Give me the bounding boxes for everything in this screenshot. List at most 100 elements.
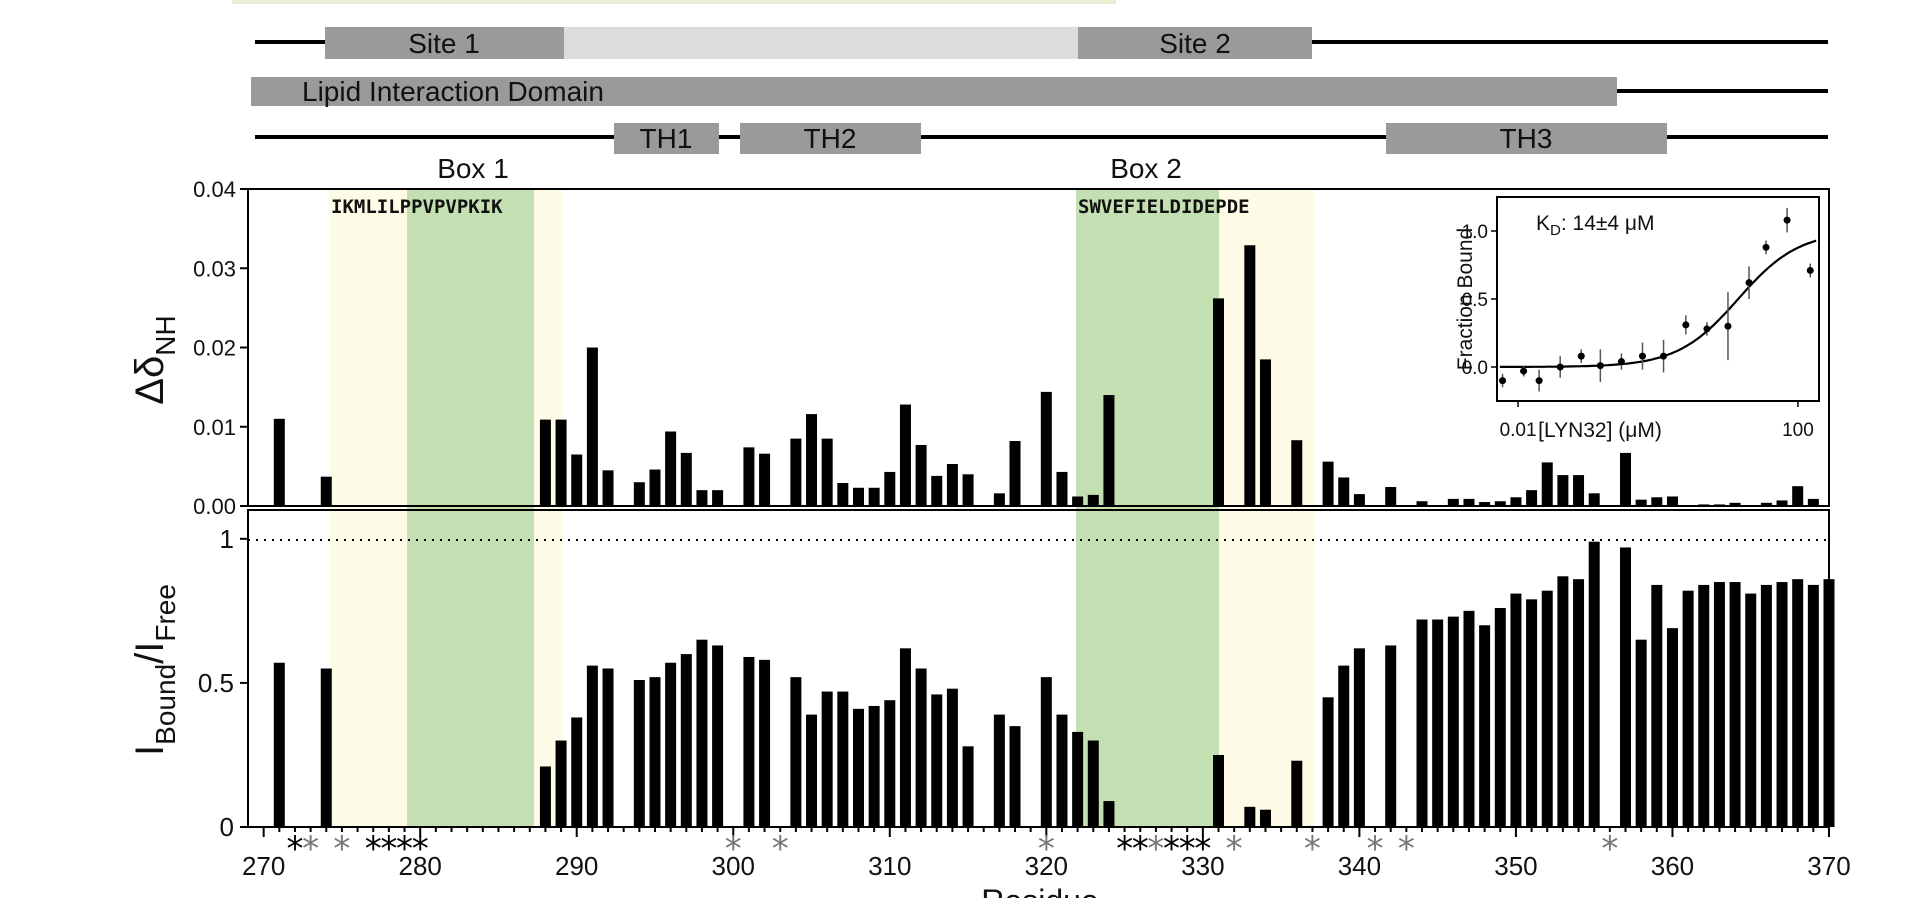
chemical-shift-bar <box>1651 497 1663 506</box>
chemical-shift-bar <box>1447 498 1459 506</box>
binding-inset: 0.0 0.5 1.0 0.01 100 KD: 14±4 μM [LYN32] (μM… <box>1454 196 1820 442</box>
intensity-ratio-bar <box>1526 599 1538 827</box>
intensity-ratio-bar <box>602 668 614 827</box>
inset-data-point <box>1535 377 1543 385</box>
asterisk-gray: * <box>1038 829 1055 869</box>
intensity-ratio-bar <box>1291 760 1303 827</box>
site-1-domain <box>325 27 564 59</box>
bottom-panel-frame <box>247 509 1830 828</box>
inset-x-label: [LYN32] (μM) <box>1538 419 1662 442</box>
inset-y-tick-label: 0.0 <box>1462 358 1488 379</box>
chemical-shift-bar <box>680 452 692 506</box>
intensity-ratio-bar <box>571 717 583 827</box>
intensity-ratio-bar <box>1760 584 1772 827</box>
intensity-ratio-bar <box>790 677 802 827</box>
chemical-shift-bar <box>1541 462 1553 506</box>
intensity-ratio-bar <box>1588 541 1600 827</box>
th1-domain <box>614 123 719 154</box>
asterisk-gray: * <box>1226 829 1243 869</box>
bottom-y-label-main: I <box>128 745 172 756</box>
chemical-shift-bar <box>1666 496 1678 506</box>
inset-x-tick-label: 100 <box>1782 420 1814 441</box>
chemical-shift-bar <box>712 490 724 506</box>
intensity-ratio-bar <box>1213 754 1225 827</box>
intensity-ratio-bar <box>633 680 645 827</box>
top-y-axis: 0.00 0.01 0.02 0.03 0.04 <box>193 177 248 519</box>
chemical-shift-bar <box>931 475 943 506</box>
x-tick-label: 310 <box>868 851 911 881</box>
x-tick-label: 350 <box>1494 851 1537 881</box>
th2-label: TH2 <box>804 123 857 154</box>
chemical-shift-bar <box>1385 486 1397 506</box>
x-axis: 270 280 290 300 310 320 330 340 350 360 370 <box>242 827 1851 881</box>
intensity-ratio-bar <box>1745 593 1757 827</box>
intensity-ratio-bar <box>1713 582 1725 827</box>
box-1-label: Box 1 <box>437 153 509 184</box>
box-1-sequence: IKMLILPPVPVPKIK <box>331 196 503 218</box>
top-y-tick-label: 0.03 <box>193 256 236 281</box>
chemical-shift-panel: 0.00 0.01 0.02 0.03 0.04 ΔδNH <box>128 177 1830 519</box>
intensity-ratio-bar <box>1103 801 1115 827</box>
bottom-y-axis: 00.51 <box>198 524 248 842</box>
chemical-shift-bar <box>946 463 958 506</box>
intensity-ratio-bar <box>1072 731 1084 827</box>
site-2-label: Site 2 <box>1159 28 1231 59</box>
asterisk-gray: * <box>1367 829 1384 869</box>
asterisk-black: * <box>1194 829 1211 869</box>
bottom-y-label-sub2: Free <box>150 584 181 642</box>
intensity-ratio-bar <box>962 746 974 827</box>
chemical-shift-bar <box>649 469 661 506</box>
intensity-ratio-bars <box>273 541 1835 827</box>
intensity-ratio-bar <box>1776 582 1788 827</box>
intensity-ratio-bar <box>712 645 724 827</box>
x-tick-label: 270 <box>242 851 285 881</box>
asterisk-black: * <box>1179 829 1196 869</box>
intensity-ratio-bar <box>1385 645 1397 827</box>
intensity-ratio-bar <box>1698 584 1710 827</box>
interval-region <box>564 27 1078 59</box>
box-2-core-region <box>1076 189 1219 826</box>
chemical-shift-bar <box>1479 502 1491 506</box>
intensity-ratio-bar <box>759 659 771 827</box>
chemical-shift-bar <box>1573 475 1585 506</box>
inset-axes: 0.0 0.5 1.0 0.01 100 <box>1462 222 1814 441</box>
asterisk-gray: * <box>1304 829 1321 869</box>
chemical-shift-bar <box>821 438 833 506</box>
x-tick-label: 360 <box>1651 851 1694 881</box>
intensity-ratio-bar <box>1729 582 1741 827</box>
chemical-shift-bar <box>1776 500 1788 506</box>
intensity-ratio-bar <box>1432 619 1444 827</box>
box-2-sequence: SWVEFIELDIDEPDE <box>1078 196 1250 218</box>
top-y-tick-label: 0.04 <box>193 177 236 202</box>
asterisk-black: * <box>396 829 413 869</box>
intensity-ratio-bar <box>1087 740 1099 827</box>
chemical-shift-bar <box>1244 245 1256 506</box>
bottom-y-axis-label: IBound/IFree <box>128 584 181 756</box>
asterisk-black: * <box>380 829 397 869</box>
chemical-shift-bar <box>962 474 974 506</box>
intensity-ratio-bar <box>1463 610 1475 827</box>
inset-kd-prefix: K <box>1536 212 1550 235</box>
chemical-shift-bar <box>633 482 645 506</box>
chemical-shift-bar <box>586 347 598 506</box>
x-tick-label: 320 <box>1025 851 1068 881</box>
inset-data-point <box>1783 216 1791 224</box>
intensity-ratio-bar <box>899 648 911 827</box>
chemical-shift-bar <box>1056 471 1068 506</box>
inset-y-label: Fraction Bound <box>1454 228 1477 370</box>
intensity-ratio-bar <box>1541 590 1553 827</box>
intensity-ratio-bar <box>1494 607 1506 827</box>
bottom-y-tick-label: 0 <box>220 812 234 842</box>
intensity-ratio-bar <box>1666 628 1678 827</box>
inset-data-points <box>1499 207 1814 392</box>
chemical-shift-bar <box>806 414 818 506</box>
chemical-shift-bar <box>868 487 880 506</box>
chemical-shift-bar <box>1526 490 1538 506</box>
intensity-ratio-bar <box>649 677 661 827</box>
asterisk-gray: * <box>725 829 742 869</box>
intensity-ratio-bar <box>1682 590 1694 827</box>
x-tick-label: 340 <box>1338 851 1381 881</box>
chemical-shift-bar <box>899 404 911 506</box>
chemical-shift-bar <box>1338 477 1350 506</box>
